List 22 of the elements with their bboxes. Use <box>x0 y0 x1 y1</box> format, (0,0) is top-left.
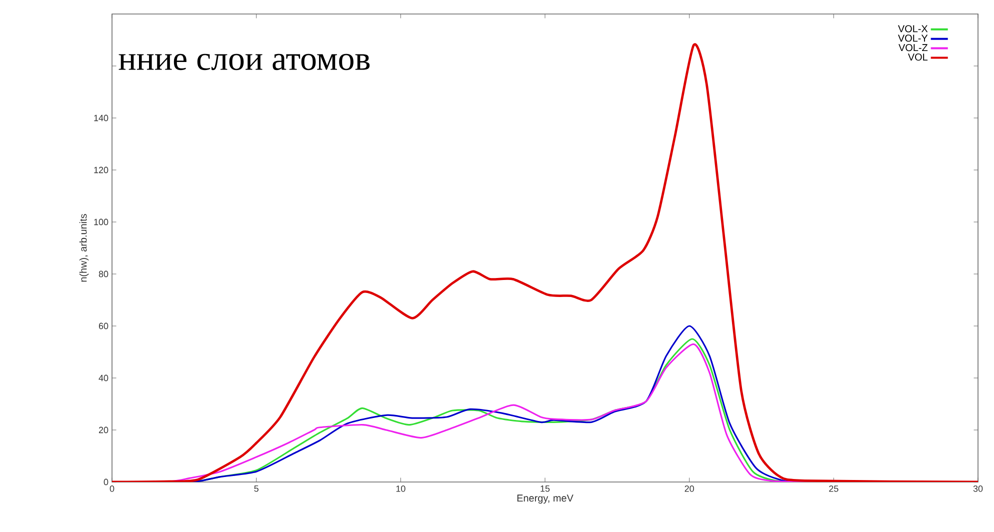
y-tick-label: 0 <box>104 478 108 486</box>
legend-label: VOL-X <box>898 25 928 32</box>
x-axis-title: Energy, meV <box>517 494 574 504</box>
y-axis-title: n(hw), arb.units <box>79 214 89 282</box>
legend-label: VOL <box>908 54 928 61</box>
y-tick-label: 140 <box>94 114 108 122</box>
legend-label: VOL-Z <box>898 44 928 52</box>
x-tick-label: 25 <box>829 486 838 492</box>
x-tick-label: 5 <box>254 486 258 492</box>
x-tick-label: 15 <box>540 486 550 492</box>
x-tick-label: 20 <box>684 486 694 492</box>
x-tick-label: 30 <box>973 486 983 492</box>
legend-label: VOL-Y <box>898 34 928 42</box>
y-tick-label: 20 <box>98 426 108 434</box>
y-tick-label: 80 <box>98 270 108 278</box>
y-tick-label: 120 <box>94 166 108 174</box>
y-tick-label: 100 <box>94 218 108 226</box>
x-tick-label: 0 <box>110 486 114 492</box>
y-tick-label: 40 <box>98 374 108 382</box>
text: нние слои атомов <box>118 54 370 70</box>
y-tick-label: 60 <box>98 322 108 330</box>
x-tick-label: 10 <box>396 486 406 492</box>
